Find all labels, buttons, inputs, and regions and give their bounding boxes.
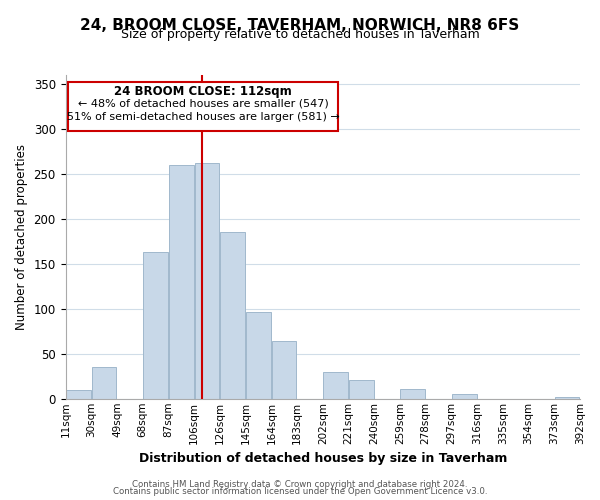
Text: Contains HM Land Registry data © Crown copyright and database right 2024.: Contains HM Land Registry data © Crown c… (132, 480, 468, 489)
Y-axis label: Number of detached properties: Number of detached properties (15, 144, 28, 330)
Bar (220, 232, 245, 399)
Bar (92, 368, 116, 399)
Bar (66, 390, 91, 399)
Bar (452, 394, 476, 399)
Bar (272, 341, 296, 399)
Text: 24 BROOM CLOSE: 112sqm: 24 BROOM CLOSE: 112sqm (114, 84, 292, 98)
Bar (555, 397, 580, 399)
Bar (169, 165, 194, 399)
Text: ← 48% of detached houses are smaller (547): ← 48% of detached houses are smaller (54… (77, 98, 328, 108)
Text: 51% of semi-detached houses are larger (581) →: 51% of semi-detached houses are larger (… (67, 112, 340, 122)
Bar (400, 389, 425, 399)
Bar (143, 252, 168, 399)
Bar (194, 163, 220, 399)
Bar (323, 372, 348, 399)
Bar (246, 312, 271, 399)
Bar (349, 380, 374, 399)
Text: 24, BROOM CLOSE, TAVERHAM, NORWICH, NR8 6FS: 24, BROOM CLOSE, TAVERHAM, NORWICH, NR8 … (80, 18, 520, 32)
Text: Contains public sector information licensed under the Open Government Licence v3: Contains public sector information licen… (113, 487, 487, 496)
X-axis label: Distribution of detached houses by size in Taverham: Distribution of detached houses by size … (139, 452, 507, 465)
Text: Size of property relative to detached houses in Taverham: Size of property relative to detached ho… (121, 28, 479, 41)
